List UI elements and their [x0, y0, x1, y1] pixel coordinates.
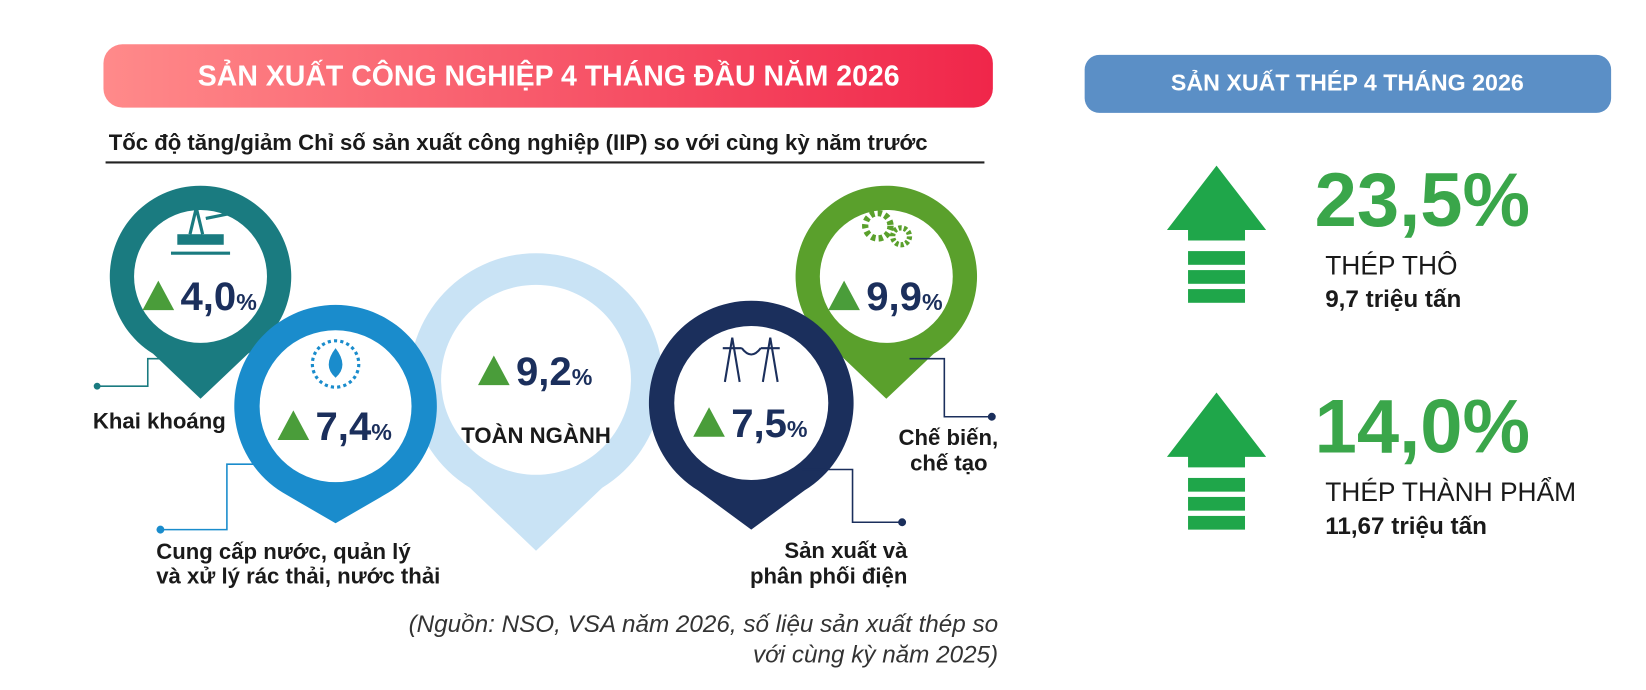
pin-label: Khai khoáng	[93, 408, 226, 433]
pin-value: 7,4%	[316, 405, 393, 449]
icon	[170, 207, 233, 255]
pin-value: 9,9%	[866, 275, 943, 319]
left-header	[103, 44, 993, 108]
steel-percent: 14,0%	[1315, 385, 1530, 470]
icon	[889, 225, 913, 248]
subtitle: Tốc độ tăng/giảm Chỉ số sản xuất công ng…	[109, 130, 928, 155]
pin: 7,5%	[648, 300, 854, 530]
arrow-stripe	[1188, 251, 1246, 265]
pin-value: 9,2%	[516, 350, 593, 394]
steel-items: 23,5% THÉP THÔ 9,7 triệu tấn 14,0% THÉP THÀN…	[1166, 158, 1576, 540]
connectors	[156, 463, 270, 534]
icon	[177, 234, 224, 245]
unit: %	[787, 416, 808, 442]
pin-value: 7,5%	[731, 402, 808, 446]
pin-inner	[674, 326, 829, 481]
pin-label: TOÀN NGÀNH	[461, 423, 611, 448]
connectors	[801, 468, 907, 527]
arrow-stripe	[1188, 515, 1246, 530]
left-title: SẢN XUẤT CÔNG NGHIỆP 4 THÁNG ĐẦU NĂM 202…	[198, 60, 900, 93]
steel-item: 14,0% THÉP THÀNH PHẨM 11,67 triệu tấn	[1166, 385, 1576, 540]
pin: 9,2% TOÀN NGÀNH	[409, 253, 663, 551]
pin-label: chế tạo	[910, 451, 988, 476]
pin-inner	[441, 284, 631, 475]
source: với cùng kỳ năm 2025)	[753, 642, 998, 669]
steel-name: THÉP THÔ	[1325, 250, 1457, 280]
pin-label: Sản xuất và	[784, 538, 908, 563]
up-triangle	[478, 355, 510, 386]
connectors	[909, 357, 996, 421]
unit: %	[371, 419, 392, 445]
pin-value: 4,0%	[180, 275, 257, 319]
pin: 7,4%	[234, 304, 437, 524]
arrow-stripe	[1188, 496, 1246, 511]
up-triangle	[277, 410, 310, 440]
value: 4,0	[180, 275, 236, 319]
value: 7,5	[731, 402, 787, 446]
steel-percent: 23,5%	[1315, 158, 1530, 243]
pin-label: Cung cấp nước, quản lý	[156, 539, 411, 564]
icon	[862, 209, 894, 242]
right-header	[1084, 54, 1612, 113]
arrow-stripe	[1188, 477, 1246, 492]
connectors	[93, 357, 175, 390]
up-triangle	[828, 280, 860, 311]
arrow-stripe	[1188, 289, 1246, 303]
icon	[310, 339, 361, 389]
steel-item: 23,5% THÉP THÔ 9,7 triệu tấn	[1166, 158, 1530, 313]
up-arrow	[1166, 392, 1267, 468]
steel-amount: 9,7 triệu tấn	[1325, 286, 1461, 313]
up-triangle	[142, 280, 175, 311]
pin: 9,9%	[795, 185, 978, 399]
icon	[722, 337, 780, 383]
pin: 4,0%	[109, 185, 292, 399]
value: 7,4	[316, 405, 372, 449]
steel-amount: 11,67 triệu tấn	[1325, 513, 1487, 540]
pin-label: và xử lý rác thải, nước thải	[156, 563, 440, 588]
up-triangle	[693, 407, 725, 437]
value: 9,9	[866, 275, 922, 319]
right-title: SẢN XUẤT THÉP 4 THÁNG 2026	[1171, 68, 1524, 96]
pin-inner	[259, 330, 412, 483]
unit: %	[572, 364, 593, 390]
unit: %	[922, 289, 943, 315]
icon	[328, 348, 343, 378]
unit: %	[236, 289, 257, 315]
value: 9,2	[516, 350, 572, 394]
pin-label: Chế biến,	[898, 425, 998, 450]
up-arrow	[1166, 165, 1267, 241]
arrow-stripe	[1188, 270, 1246, 284]
steel-name: THÉP THÀNH PHẨM	[1325, 477, 1576, 507]
source: (Nguồn: NSO, VSA năm 2026, số liệu sản x…	[409, 611, 999, 638]
pin-label: phân phối điện	[750, 563, 907, 588]
